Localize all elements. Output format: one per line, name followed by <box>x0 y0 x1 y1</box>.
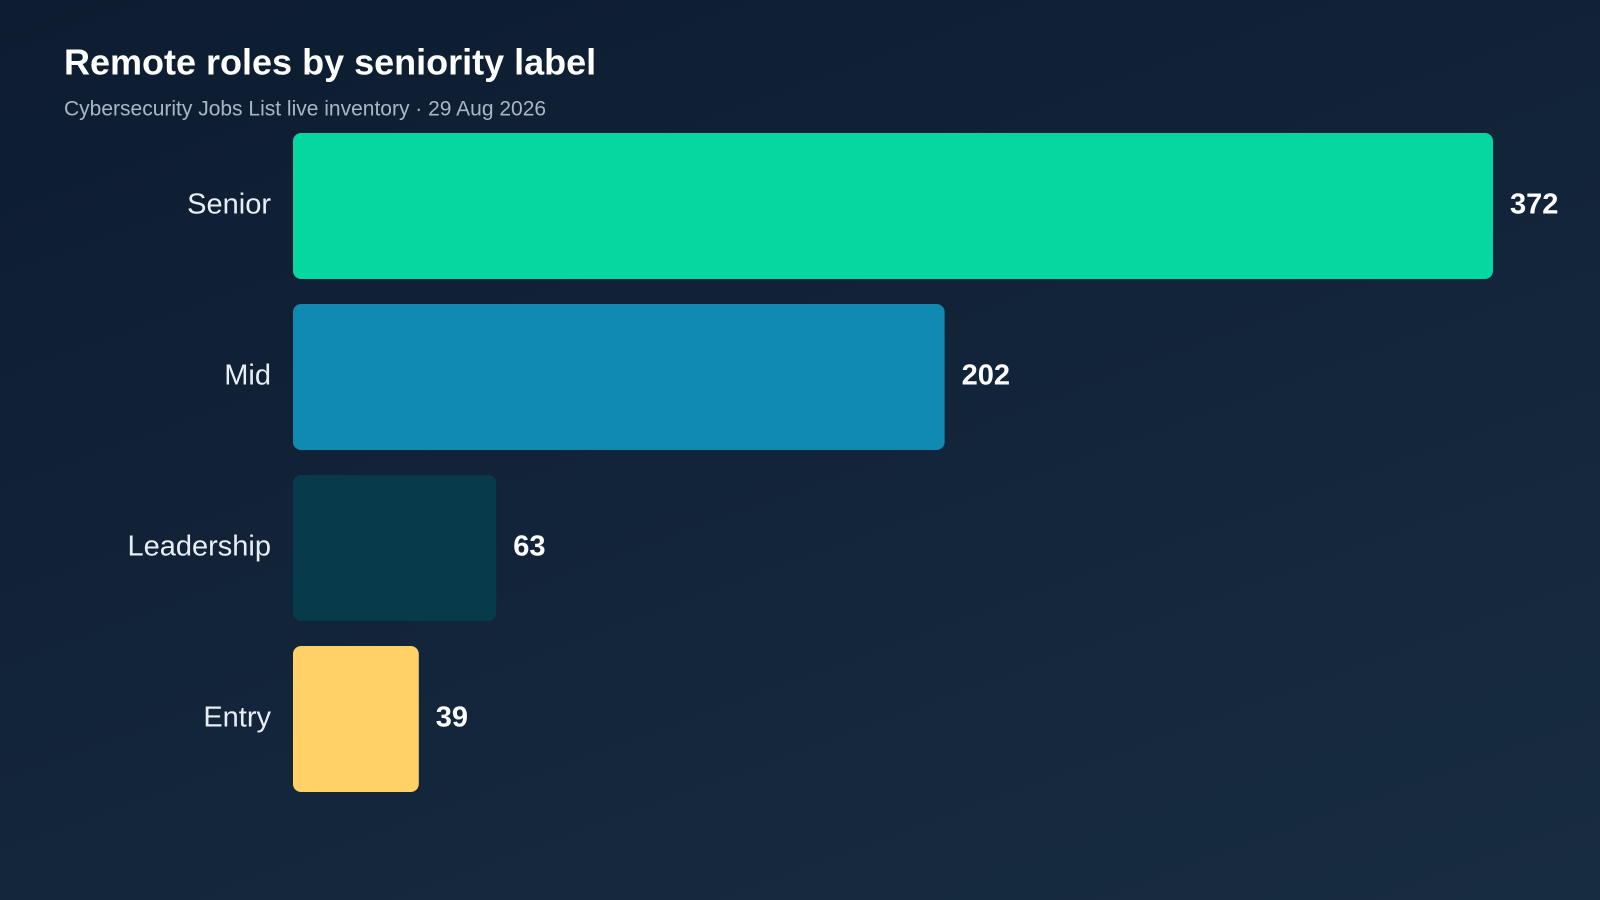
value-label: 202 <box>962 360 1010 392</box>
category-label: Mid <box>224 360 271 392</box>
bar <box>293 475 497 621</box>
bar <box>293 304 945 450</box>
category-label: Entry <box>203 702 271 734</box>
bar <box>293 133 1493 279</box>
category-label: Senior <box>187 189 271 221</box>
chart-title: Remote roles by seniority label <box>64 42 596 83</box>
value-label: 372 <box>1510 189 1558 221</box>
chart-subtitle: Cybersecurity Jobs List live inventory ·… <box>64 98 546 121</box>
bar <box>293 646 419 792</box>
value-label: 63 <box>513 531 545 563</box>
value-label: 39 <box>436 702 468 734</box>
category-label: Leadership <box>128 531 272 563</box>
